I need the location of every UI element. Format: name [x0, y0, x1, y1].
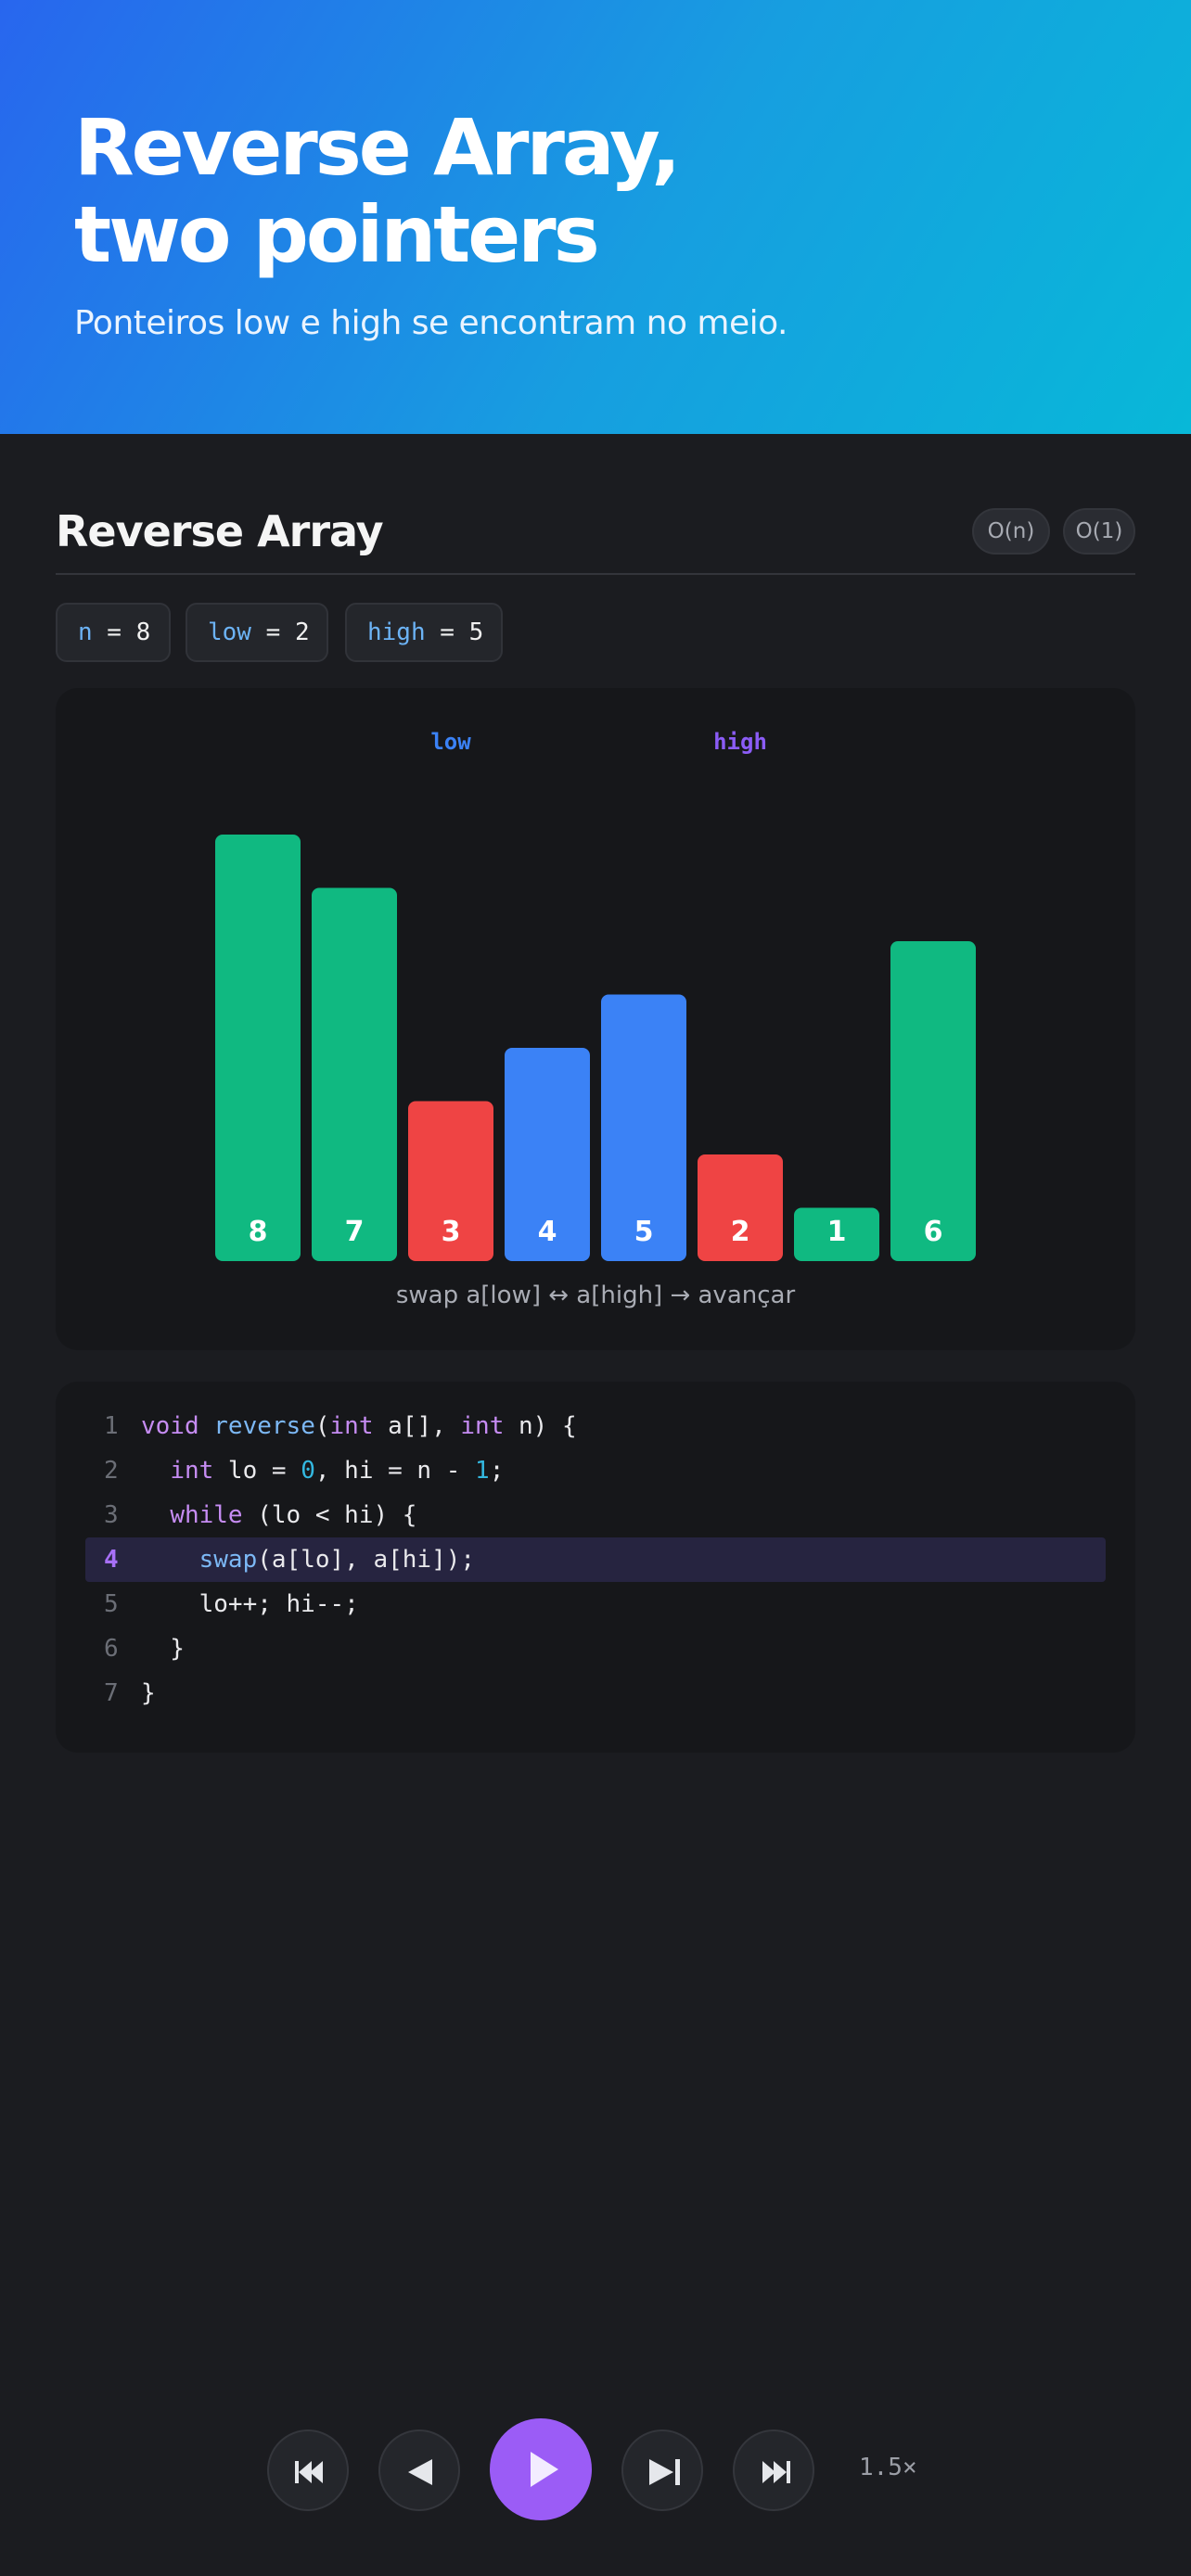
bar-value-label: 7 — [345, 1216, 365, 1248]
code-token: (lo < hi) { — [242, 1501, 417, 1529]
code-line: 3 while (lo < hi) { — [85, 1493, 1106, 1537]
bar-value-label: 1 — [827, 1216, 847, 1248]
previous-step-button[interactable] — [378, 2429, 460, 2511]
pointer-label-high: high — [713, 729, 767, 755]
variable-chip-low: low = 2 — [186, 603, 328, 662]
code-token: int — [460, 1412, 505, 1440]
bar-chart: 8 7 3 4 5 2 1 6 low high — [215, 729, 976, 1261]
pointer-label-low: low — [430, 729, 471, 755]
variable-name: low — [208, 618, 251, 646]
code-token: } — [141, 1679, 156, 1707]
code-line: 6 } — [85, 1626, 1106, 1671]
variable-value: 8 — [135, 618, 151, 646]
hero-title: Reverse Array, two pointers — [74, 104, 1095, 278]
first-step-button[interactable] — [267, 2429, 349, 2511]
variable-operator: = — [425, 618, 469, 646]
array-bar — [312, 887, 397, 1261]
code-token: while — [170, 1501, 243, 1529]
line-number: 5 — [104, 1590, 119, 1618]
play-icon — [531, 2452, 558, 2487]
array-bar — [215, 835, 301, 1261]
variable-name: n — [78, 618, 93, 646]
playback-speed[interactable]: 1.5× — [859, 2454, 917, 2481]
code-token: 0 — [301, 1457, 315, 1485]
step-forward-icon — [649, 2459, 680, 2485]
array-bar — [505, 1048, 590, 1261]
skip-to-end-icon — [762, 2461, 790, 2483]
code-line: 1 void reverse(int a[], int n) { — [85, 1404, 1106, 1448]
next-step-button[interactable] — [621, 2429, 703, 2511]
space-complexity-badge: O(1) — [1063, 508, 1135, 555]
hero-subtitle: Ponteiros low e high se encontram no mei… — [74, 304, 788, 342]
code-token: lo = — [213, 1457, 301, 1485]
array-bar — [601, 994, 686, 1261]
line-number: 7 — [104, 1679, 119, 1707]
section-divider — [56, 573, 1135, 575]
variable-value: 2 — [294, 618, 310, 646]
bar-value-label: 2 — [731, 1216, 750, 1248]
code-token — [141, 1457, 170, 1485]
array-bar — [890, 941, 976, 1261]
code-line: 2 int lo = 0, hi = n - 1; — [85, 1448, 1106, 1493]
line-number: 6 — [104, 1635, 119, 1663]
code-panel: 1 void reverse(int a[], int n) {2 int lo … — [56, 1382, 1135, 1753]
line-number: 2 — [104, 1457, 119, 1485]
line-number: 1 — [104, 1412, 119, 1440]
variable-value: 5 — [468, 618, 484, 646]
variable-operator: = — [92, 618, 136, 646]
hero-title-line-2: two pointers — [74, 189, 600, 280]
section-title: Reverse Array — [56, 506, 384, 556]
hero-title-line-1: Reverse Array, — [74, 102, 681, 193]
play-button[interactable] — [490, 2418, 592, 2520]
array-visualization: 8 7 3 4 5 2 1 6 low high swap a[low] ↔ a[high] → … — [56, 688, 1135, 1350]
bar-value-label: 6 — [924, 1216, 943, 1248]
array-bar — [408, 1101, 493, 1261]
variable-chip-high: high = 5 — [345, 603, 503, 662]
code-token: int — [329, 1412, 374, 1440]
step-back-icon — [408, 2459, 432, 2485]
code-token: n) { — [504, 1412, 577, 1440]
variable-chip-n: n = 8 — [56, 603, 171, 662]
hero-banner: Reverse Array, two pointers Ponteiros lo… — [0, 0, 1191, 434]
code-token — [141, 1546, 199, 1574]
code-token: reverse — [213, 1412, 315, 1440]
array-bar — [794, 1207, 879, 1261]
code-token: a[], — [373, 1412, 461, 1440]
code-token: int — [170, 1457, 214, 1485]
code-line: 5 lo++; hi--; — [85, 1582, 1106, 1626]
code-token — [141, 1501, 170, 1529]
array-bar — [698, 1154, 783, 1261]
code-token: (a[lo], a[hi]); — [257, 1546, 476, 1574]
code-token: , hi = n - — [314, 1457, 476, 1485]
last-step-button[interactable] — [733, 2429, 814, 2511]
step-caption: swap a[low] ↔ a[high] → avançar — [395, 1282, 796, 1309]
code-line: 4 swap(a[lo], a[hi]); — [85, 1537, 1106, 1582]
bar-value-label: 5 — [634, 1216, 654, 1248]
line-number: 4 — [104, 1546, 119, 1574]
skip-to-start-icon — [295, 2461, 323, 2483]
line-number: 3 — [104, 1501, 119, 1529]
code-token: lo++; hi--; — [141, 1590, 359, 1618]
variable-name: high — [367, 618, 426, 646]
code-token: ( — [314, 1412, 330, 1440]
time-complexity-badge: O(n) — [972, 508, 1050, 555]
code-token: } — [141, 1635, 185, 1663]
code-token: 1 — [475, 1457, 490, 1485]
bar-value-label: 3 — [442, 1216, 461, 1248]
code-token: void — [141, 1412, 214, 1440]
code-line: 7} — [85, 1671, 1106, 1715]
code-token: ; — [489, 1457, 505, 1485]
bar-value-label: 4 — [538, 1216, 557, 1248]
code-token: swap — [198, 1546, 258, 1574]
variable-operator: = — [250, 618, 295, 646]
bar-value-label: 8 — [249, 1216, 268, 1248]
